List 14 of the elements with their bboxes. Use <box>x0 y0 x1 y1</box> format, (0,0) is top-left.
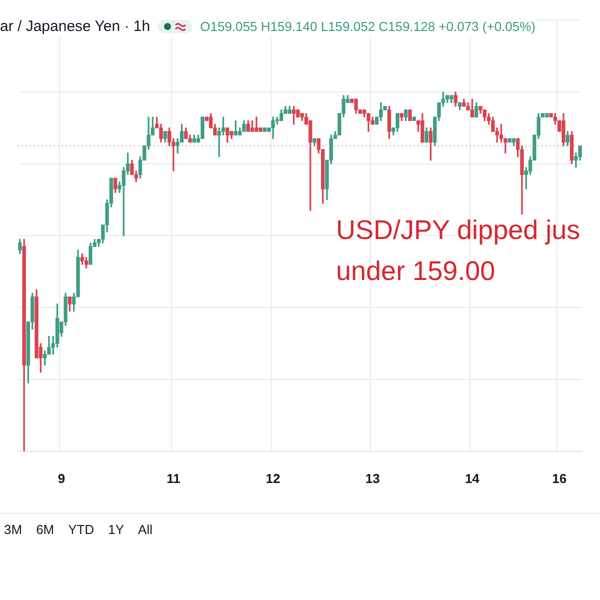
x-tick-label: 9 <box>58 470 66 486</box>
text: All <box>138 522 152 537</box>
text: 3M <box>4 522 22 537</box>
x-tick-label: 13 <box>365 470 380 486</box>
chart-title: ar / Japanese Yen · 1h <box>0 18 150 34</box>
annotation: USD/JPY dipped jus under 159.00 <box>336 214 580 288</box>
text: 1Y <box>108 522 124 537</box>
text: 6M <box>36 522 54 537</box>
text: YTD <box>68 522 94 537</box>
x-tick-label: 12 <box>266 470 280 486</box>
x-tick-label: 16 <box>552 470 567 486</box>
text: O159.055 H159.140 L159.052 C159.128 +0.073 (+0.05%) <box>200 18 536 34</box>
x-tick-label: 11 <box>166 470 180 486</box>
x-tick-label: 14 <box>464 470 480 486</box>
